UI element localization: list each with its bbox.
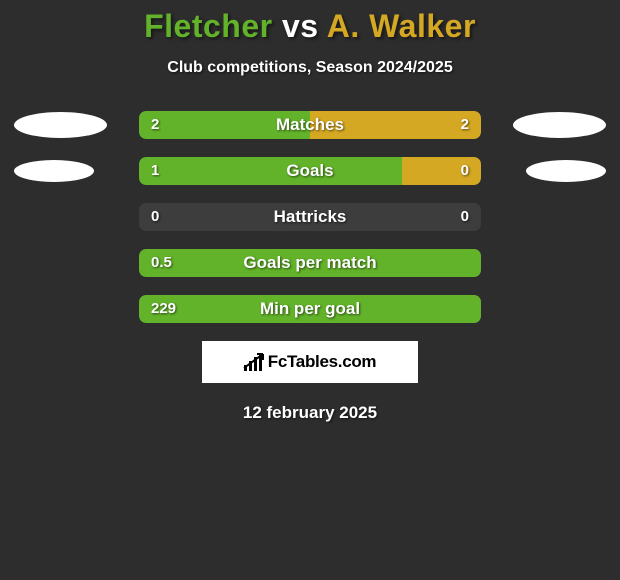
stat-value-right: 2 <box>461 111 469 139</box>
fctables-icon <box>244 353 262 371</box>
marker-ellipse-left <box>14 160 94 182</box>
marker-ellipse-left <box>14 112 107 138</box>
stat-row: Goals1 0 <box>0 157 620 185</box>
stat-value-right: 0 <box>461 157 469 185</box>
bar-track: Goals1 0 <box>139 157 481 185</box>
bar-track: Hattricks0 0 <box>139 203 481 231</box>
stat-row: Min per goal229 <box>0 295 620 323</box>
bar-track: Goals per match0.5 <box>139 249 481 277</box>
comparison-card: Fletcher vs A. Walker Club competitions,… <box>0 0 620 580</box>
stat-label: Min per goal <box>139 295 481 323</box>
subtitle: Club competitions, Season 2024/2025 <box>0 59 620 77</box>
marker-ellipse-right <box>526 160 606 182</box>
player1-name: Fletcher <box>144 8 272 44</box>
logo-box: FcTables.com <box>202 341 418 383</box>
stat-label: Goals <box>139 157 481 185</box>
stat-label: Goals per match <box>139 249 481 277</box>
stat-row: Goals per match0.5 <box>0 249 620 277</box>
stat-value-left: 1 <box>151 157 159 185</box>
stat-label: Hattricks <box>139 203 481 231</box>
stat-row: Matches2 2 <box>0 111 620 139</box>
stat-row: Hattricks0 0 <box>0 203 620 231</box>
title: Fletcher vs A. Walker <box>0 8 620 45</box>
vs-text: vs <box>282 8 319 44</box>
logo-text: FcTables.com <box>268 352 377 372</box>
marker-ellipse-right <box>513 112 606 138</box>
bar-track: Min per goal229 <box>139 295 481 323</box>
player2-name: A. Walker <box>327 8 476 44</box>
stat-label: Matches <box>139 111 481 139</box>
stat-value-left: 2 <box>151 111 159 139</box>
stat-value-right: 0 <box>461 203 469 231</box>
stat-value-left: 0 <box>151 203 159 231</box>
stats-section: Matches22Goals10Hattricks00Goals per mat… <box>0 111 620 323</box>
stat-value-left: 0.5 <box>151 249 172 277</box>
bar-track: Matches2 2 <box>139 111 481 139</box>
stat-value-left: 229 <box>151 295 176 323</box>
date: 12 february 2025 <box>0 403 620 423</box>
